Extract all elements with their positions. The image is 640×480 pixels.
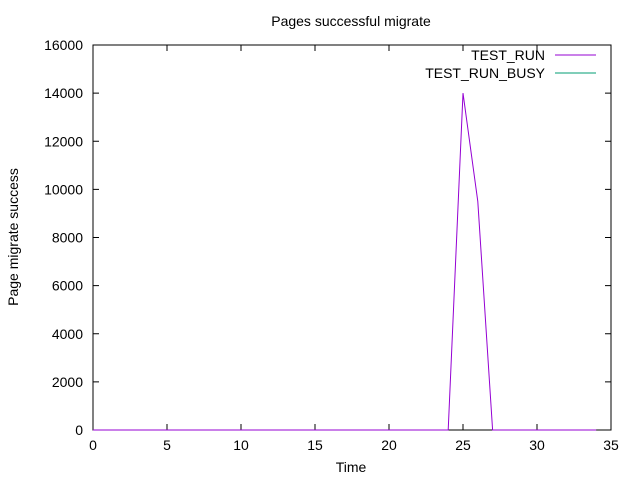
x-tick-label: 0 (89, 437, 97, 453)
axes: 0 5 10 15 20 25 30 35 0 2000 4000 6000 8000 10000 1200… (44, 37, 619, 453)
chart-title: Pages successful migrate (271, 13, 431, 29)
series-line-test-run (93, 93, 597, 431)
legend: TEST_RUN TEST_RUN_BUSY (425, 47, 596, 81)
x-tick-label: 5 (163, 437, 171, 453)
x-tick-label: 10 (233, 437, 249, 453)
plot-border (92, 44, 612, 431)
y-tick-label: 10000 (44, 181, 83, 197)
y-tick-label: 14000 (44, 85, 83, 101)
x-tick-label: 30 (529, 437, 545, 453)
y-tick-label: 4000 (52, 326, 83, 342)
y-tick-label: 12000 (44, 133, 83, 149)
y-tick-label: 8000 (52, 230, 83, 246)
legend-label-test-run-busy: TEST_RUN_BUSY (425, 65, 545, 81)
x-tick-label: 20 (381, 437, 397, 453)
series-lines (93, 93, 597, 431)
y-tick-label: 2000 (52, 374, 83, 390)
x-tick-label: 25 (455, 437, 471, 453)
x-tick-label: 35 (603, 437, 619, 453)
x-axis-label: Time (336, 459, 367, 475)
y-tick-label: 6000 (52, 278, 83, 294)
y-tick-label: 0 (75, 422, 83, 438)
legend-label-test-run: TEST_RUN (471, 47, 545, 63)
x-tick-label: 15 (307, 437, 323, 453)
y-tick-label: 16000 (44, 37, 83, 53)
y-axis-label: Page migrate success (5, 168, 21, 306)
